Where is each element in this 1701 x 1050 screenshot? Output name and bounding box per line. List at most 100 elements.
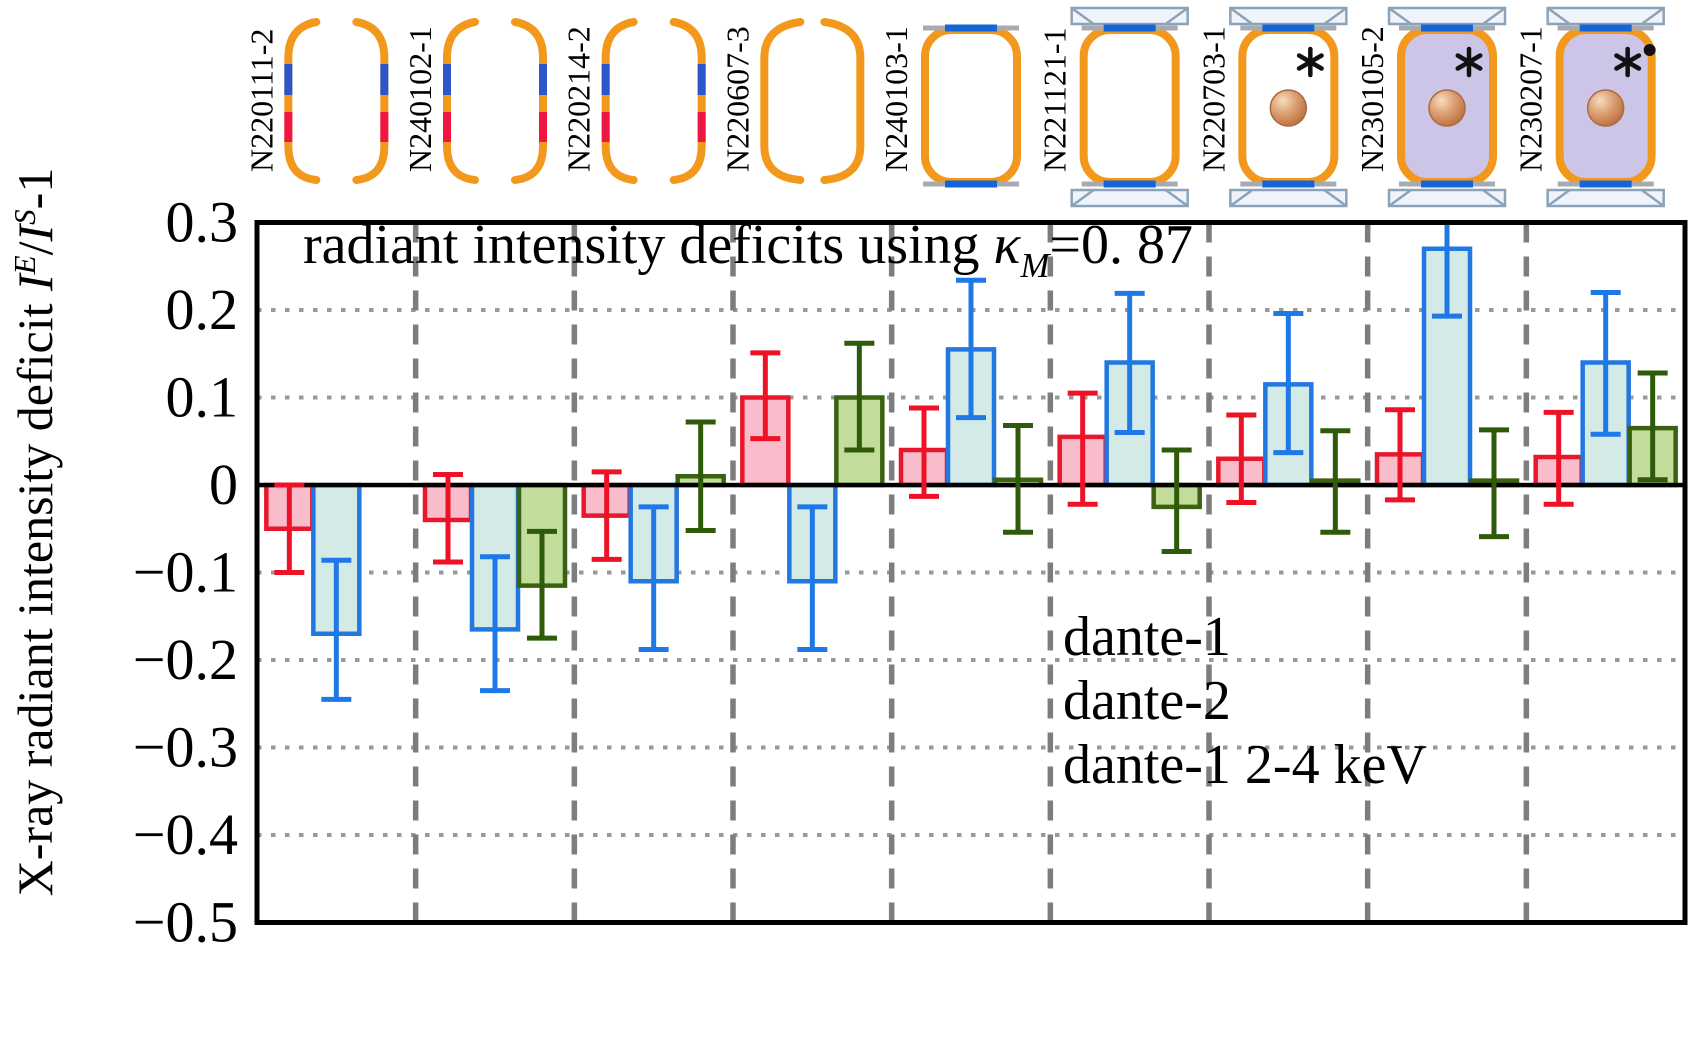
leh-wing	[1229, 188, 1348, 208]
leh-wing	[1070, 6, 1189, 26]
wing-diagonal	[1229, 6, 1254, 26]
wing-diagonal	[1323, 188, 1348, 208]
errorbar-dante-1 2-4 keV-N240103-1	[1003, 423, 1033, 535]
errorbar-dante-1-N220607-3	[750, 350, 781, 442]
hohlraum-body	[921, 26, 1021, 186]
legend-item-dante-1: dante-1	[1063, 606, 1231, 668]
wing-diagonal	[1640, 188, 1665, 208]
shot-label: N240103-1	[878, 26, 914, 172]
errorbar-dante-1 2-4 keV-N220703-1	[1320, 428, 1351, 535]
leh-wing	[1387, 6, 1507, 26]
hohlraum-diagram-N230105-2: N230105-2	[1354, 6, 1507, 208]
shot-label: N230207-1	[1513, 26, 1549, 172]
capsule-sphere	[1428, 89, 1466, 127]
errorbar-dante-2-N220703-1	[1273, 311, 1304, 456]
wing-diagonal	[1323, 6, 1348, 26]
hohlraum-wall	[601, 18, 638, 184]
shot-label: N240102-1	[402, 26, 438, 172]
hohlraum-diagram-N221121-1: N221121-1	[1037, 6, 1189, 208]
errorbar-dante-1-N230105-2	[1385, 407, 1415, 503]
shot-label: N230105-2	[1354, 26, 1390, 172]
wing-diagonal	[1164, 6, 1189, 26]
y-tick-0.3: 0.3	[166, 190, 239, 255]
capsule-sphere	[1586, 89, 1625, 127]
wing-diagonal	[1482, 188, 1506, 208]
capsule-sphere	[1269, 89, 1308, 127]
hohlraum-diagrams: N220111-2 N240102-1 N220214-2 N220607-3 N240…	[243, 6, 1665, 208]
hohlraum-wall	[669, 18, 706, 184]
hohlraum-wall	[443, 18, 479, 184]
star-marker	[1455, 46, 1483, 78]
y-axis-title: X-ray radiant intensity deficit IE/IS-1	[7, 168, 63, 897]
wing-diagonal	[1388, 6, 1412, 26]
shot-label: N220111-2	[243, 29, 279, 172]
bar-dante-2-N230105-2	[1421, 246, 1473, 488]
wing-diagonal	[1546, 6, 1571, 26]
hohlraum-diagram-N240102-1: N240102-1	[402, 18, 547, 184]
hohlraum-body	[1079, 26, 1180, 186]
errorbar-dante-1 2-4 keV-N230207-1	[1637, 370, 1668, 483]
errorbar-dante-1 2-4 keV-N230105-2	[1479, 427, 1509, 540]
shot-label: N220214-2	[561, 26, 597, 172]
errorbar-dante-1-N220214-2	[591, 469, 622, 562]
hohlraum-wall	[284, 18, 321, 184]
legend-item-dante-2: dante-2	[1063, 670, 1231, 732]
leh-wing	[1546, 188, 1665, 208]
y-tick-−0.1: −0.1	[133, 540, 238, 605]
zero-line	[257, 482, 1685, 488]
leh-wing	[1070, 188, 1189, 208]
hohlraum-wall	[760, 18, 805, 184]
wing-diagonal	[1164, 188, 1189, 208]
hohlraum-wall	[511, 18, 547, 184]
errorbar-dante-2-N240102-1	[480, 554, 510, 694]
shot-label: N221121-1	[1037, 27, 1073, 172]
errorbar-dante-1-N240103-1	[909, 405, 939, 499]
wing-diagonal	[1229, 188, 1254, 208]
hohlraum-diagram-N240103-1: N240103-1	[878, 24, 1021, 188]
dot-marker	[1643, 44, 1656, 56]
star-marker	[1614, 46, 1642, 78]
bar-chart-plot: 0.3 0.2 0.1 0 −0.1 −0.2 −0.3 −0.4 −0.5	[133, 190, 1688, 955]
errorbar-dante-1 2-4 keV-N220214-2	[685, 419, 716, 533]
y-tick-−0.4: −0.4	[133, 802, 238, 867]
wing-diagonal	[1070, 6, 1095, 26]
plot-frame	[254, 220, 1688, 925]
errorbar-dante-1-N240102-1	[433, 472, 463, 565]
hohlraum-diagram-N220111-2: N220111-2	[243, 18, 389, 184]
errorbar-dante-2-N220214-2	[638, 504, 669, 652]
y-tick-−0.3: −0.3	[133, 715, 238, 780]
leh-wing	[1546, 6, 1665, 26]
shot-label: N220607-3	[719, 26, 755, 172]
wing-diagonal	[1070, 188, 1095, 208]
errorbar-dante-1 2-4 keV-N240102-1	[527, 528, 557, 641]
wing-diagonal	[1482, 6, 1506, 26]
errorbar-dante-2-N220111-2	[321, 557, 352, 702]
hohlraum-diagram-N220607-3: N220607-3	[719, 18, 865, 184]
hohlraum-wall	[352, 18, 389, 184]
errorbar-dante-2-N230207-1	[1590, 290, 1621, 437]
hohlraum-diagram-N220703-1: N220703-1	[1195, 6, 1348, 208]
y-tick-−0.2: −0.2	[133, 627, 238, 692]
errorbar-dante-1-N230207-1	[1543, 409, 1574, 507]
wing-diagonal	[1640, 6, 1665, 26]
errorbar-dante-1 2-4 keV-N221121-1	[1161, 447, 1192, 554]
leh-wing	[1387, 188, 1507, 208]
y-tick-−0.5: −0.5	[133, 890, 238, 955]
errorbar-dante-2-N240103-1	[956, 277, 986, 421]
wing-diagonal	[1388, 188, 1412, 208]
y-tick-0.1: 0.1	[166, 365, 239, 430]
star-marker	[1296, 46, 1324, 78]
wing-diagonal	[1546, 188, 1571, 208]
hohlraum-diagram-N220214-2: N220214-2	[561, 18, 706, 184]
leh-wing	[1229, 6, 1348, 26]
y-tick-0: 0	[209, 452, 238, 517]
chart-title: radiant intensity deficits using κM=0. 8…	[303, 214, 1193, 285]
errorbar-dante-1-N221121-1	[1067, 390, 1098, 507]
errorbar-dante-1-N220111-2	[274, 482, 305, 575]
errorbar-dante-1 2-4 keV-N220607-3	[844, 340, 875, 453]
errorbar-dante-1-N220703-1	[1226, 412, 1257, 505]
errorbar-dante-2-N220607-3	[797, 504, 828, 652]
hohlraum-diagram-N230207-1: N230207-1	[1513, 6, 1665, 208]
